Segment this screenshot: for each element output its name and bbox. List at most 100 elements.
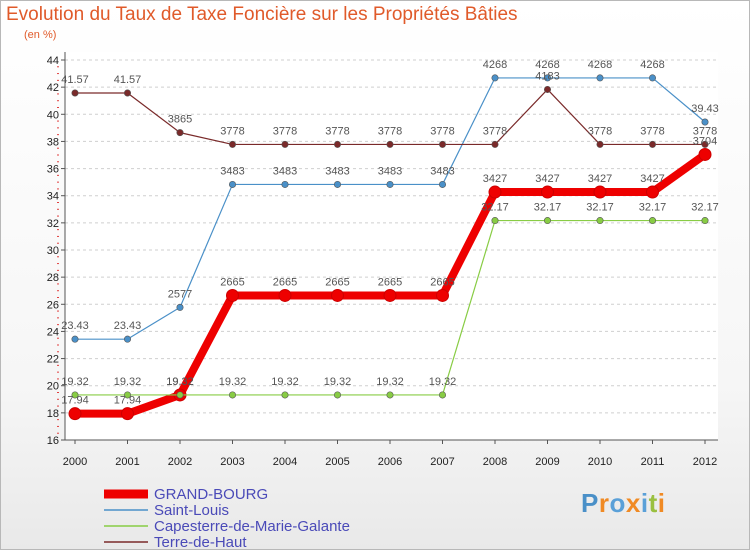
data-point [124,391,132,399]
y-tick-label-42: 42 [47,82,59,94]
data-label: 2665 [325,276,349,288]
logo-letter: P [581,488,599,518]
legend-label-3: Terre-de-Haut [154,534,247,550]
logo-letter: x [625,488,641,518]
legend-label-1: Saint-Louis [154,502,229,519]
data-label: 3704 [693,135,717,147]
x-tick-label-2001: 2001 [115,456,139,468]
y-tick-label-16: 16 [47,435,59,447]
data-point [331,288,344,302]
data-point [281,180,289,188]
data-label: 32.17 [691,202,719,214]
data-label: 41.57 [114,74,142,86]
x-tick-label-2010: 2010 [588,456,612,468]
data-label: 32.17 [481,202,509,214]
proxiti-logo: Proxiti [581,488,665,519]
y-tick-label-40: 40 [47,109,59,121]
x-tick-label-2005: 2005 [325,456,349,468]
x-tick-label-2007: 2007 [430,456,454,468]
data-point [176,303,184,311]
data-label: 17.94 [61,395,89,407]
data-label: 32.17 [586,202,614,214]
x-tick-label-2004: 2004 [273,456,297,468]
data-label: 3865 [168,114,192,126]
series-capesterre-de-marie-galante [71,217,709,399]
logo-letter: t [648,488,658,518]
data-point [596,217,604,225]
y-tick-label-36: 36 [47,164,59,176]
data-label: 19.32 [376,376,404,388]
data-label: 2665 [430,276,454,288]
y-tick-label-22: 22 [47,354,59,366]
data-label: 3483 [273,165,297,177]
data-label: 2665 [220,276,244,288]
data-label: 3427 [588,173,612,185]
data-point [121,407,134,421]
data-point [229,391,237,399]
data-point [229,180,237,188]
logo-letter: o [609,488,626,518]
data-point [436,288,449,302]
y-tick-label-32: 32 [47,218,59,230]
y-tick-label-44: 44 [47,55,59,67]
data-point [68,407,82,421]
data-label: 19.32 [166,376,194,388]
data-label: 3778 [325,125,349,137]
y-tick-label-28: 28 [47,272,59,284]
data-label: 3483 [430,165,454,177]
data-label: 3778 [693,125,717,137]
data-label: 2577 [168,288,192,300]
data-point [698,147,712,161]
data-point [543,85,551,93]
data-label: 3427 [483,173,507,185]
data-point [491,74,499,82]
data-label: 23.43 [114,320,142,332]
data-point [229,140,237,148]
series-saint-louis [71,74,709,343]
data-point [438,140,446,148]
y-tick-label-18: 18 [47,408,59,420]
series-terre-de-haut [71,85,709,148]
data-label: 2665 [273,276,297,288]
data-label: 4268 [483,59,507,71]
legend-label-0: GRAND-BOURG [154,486,268,503]
data-label: 3778 [220,125,244,137]
y-tick-label-20: 20 [47,381,59,393]
data-label: 19.32 [271,376,299,388]
x-tick-label-2006: 2006 [378,456,402,468]
x-tick-label-2011: 2011 [641,456,665,468]
data-point [491,217,499,225]
data-point [438,180,446,188]
x-tick-label-2008: 2008 [483,456,507,468]
data-label: 19.32 [114,376,142,388]
data-label: 3483 [220,165,244,177]
data-label: 19.32 [166,376,194,388]
data-point [281,140,289,148]
data-label: 3778 [378,125,402,137]
y-tick-label-34: 34 [47,191,59,203]
data-point [648,74,656,82]
data-point [438,391,446,399]
data-label: 19.32 [324,376,352,388]
data-point [541,185,554,199]
logo-letter: i [640,488,649,518]
y-tick-label-38: 38 [47,136,59,148]
legend-label-2: Capesterre-de-Marie-Galante [154,518,350,535]
data-point [646,185,659,199]
data-label: 2665 [378,276,402,288]
data-label: 3778 [430,125,454,137]
data-label: 3483 [378,165,402,177]
data-point [701,217,709,225]
x-tick-label-2012: 2012 [693,456,717,468]
data-point [701,140,709,148]
data-point [648,217,656,225]
data-point [386,391,394,399]
data-point [386,140,394,148]
data-point [488,185,502,199]
data-label: 32.17 [534,202,562,214]
data-point [71,391,79,399]
data-label: 4268 [640,59,664,71]
data-point [701,118,709,126]
data-point [124,89,132,97]
data-label: 19.32 [61,376,89,388]
